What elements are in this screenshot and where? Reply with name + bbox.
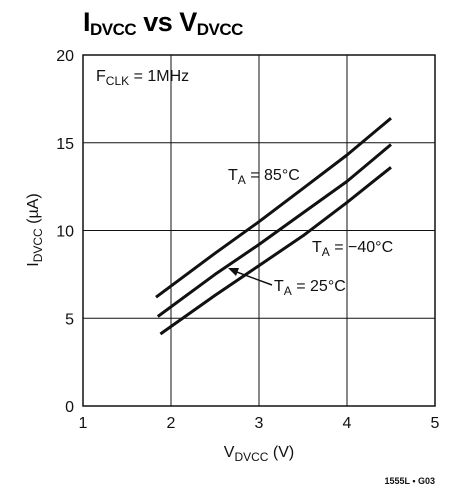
y-tick-label: 10 xyxy=(56,224,74,241)
title-mid: vs V xyxy=(136,7,197,37)
x-tick-label: 2 xyxy=(167,415,176,432)
y-axis-label: IDVCC (µA) xyxy=(25,193,45,266)
x-tick-label: 3 xyxy=(255,415,264,432)
y-tick-label: 15 xyxy=(56,136,74,153)
x-tick-label: 5 xyxy=(431,415,440,432)
label-25c: TA = 25°C xyxy=(274,278,346,298)
label-85c: TA = 85°C xyxy=(228,167,300,187)
series-line-minus40c xyxy=(159,166,392,336)
label-25c-leader xyxy=(233,270,273,286)
x-axis-label: VDVCC (V) xyxy=(224,444,294,464)
plot-frame xyxy=(82,54,436,407)
figure-code: 1555L • G03 xyxy=(384,476,435,486)
chart-title: IDVCC vs VDVCC xyxy=(83,7,243,39)
grid xyxy=(83,55,435,406)
x-tick-label: 1 xyxy=(79,415,88,432)
title-tail-sub: DVCC xyxy=(197,20,243,39)
label-25c-arrowhead xyxy=(228,268,239,276)
title-main-sub: DVCC xyxy=(90,20,136,39)
label-minus40c: TA = −40°C xyxy=(312,239,393,259)
y-tick-labels: 0 5 10 15 20 xyxy=(56,48,74,416)
series-lines xyxy=(155,117,392,336)
title-main: I xyxy=(83,7,90,37)
y-tick-label: 0 xyxy=(65,399,74,416)
y-tick-label: 20 xyxy=(56,48,74,65)
x-tick-label: 4 xyxy=(343,415,352,432)
y-tick-label: 5 xyxy=(65,311,74,328)
series-line-85c xyxy=(155,117,392,299)
condition-label: FCLK = 1MHz xyxy=(96,68,189,88)
x-tick-labels: 1 2 3 4 5 xyxy=(79,415,440,432)
series-line-25c xyxy=(156,143,392,318)
